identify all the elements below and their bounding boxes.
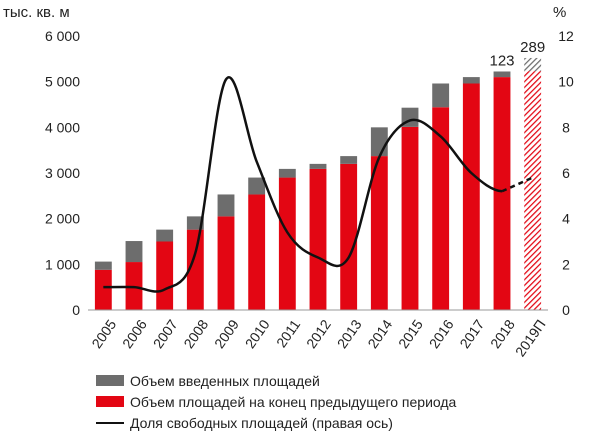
y2-tick-label: 12 [558,28,574,44]
y2-tick-label: 10 [558,74,574,90]
bar-base [524,71,542,310]
bar-base [94,269,112,310]
legend-swatch-line [96,421,124,424]
bar-base [186,229,204,310]
left-axis-unit: тыс. кв. м [3,4,70,21]
y-tick-label: 4 000 [45,119,80,135]
bar-base [432,107,450,311]
vacancy-line [103,76,534,293]
y2-tick-label: 8 [562,119,570,135]
y2-tick-label: 0 [562,302,570,318]
right-axis-ticks: 0 2 4 6 8 10 12 [558,28,574,318]
bar-base [493,77,511,310]
legend-label-base: Объем площадей на конец предыдущего пери… [130,393,457,410]
bar-added [217,194,235,217]
data-label: 123 [489,52,514,69]
data-label: 289 [520,39,545,56]
vacancy-line-forecast [501,176,534,193]
x-tick-label: 2008 [180,316,211,351]
legend: Объем введенных площадей Объем площадей … [96,370,456,433]
x-tick-label: 2009 [211,316,242,351]
left-axis-ticks: 0 1 000 2 000 3 000 4 000 5 000 6 000 [45,28,80,318]
bar-added [432,83,450,108]
x-tick-label: 2006 [119,316,150,351]
bar-added [248,177,266,195]
x-axis-ticks: 2005 2006 2007 2008 2009 2010 2011 2012 2013 2014… [88,316,548,359]
x-tick-label: 2010 [242,316,273,351]
y-tick-label: 2 000 [45,211,80,227]
x-tick-label: 2013 [334,316,365,351]
bar-base [248,194,266,310]
bar-base [217,216,235,310]
x-tick-label: 2015 [395,316,426,351]
chart: тыс. кв. м % 0 1 000 2 000 3 000 4 000 5 000 6… [3,4,574,359]
x-tick-label: 2014 [364,316,395,351]
data-labels: 123 289 [489,39,545,70]
y-tick-label: 6 000 [45,28,80,44]
x-tick-label: 2019П [512,317,549,360]
y-tick-label: 0 [72,302,80,318]
x-tick-label: 2017 [456,316,487,351]
legend-swatch-base [96,396,124,407]
y2-tick-label: 2 [562,256,570,272]
bar-added [493,71,511,78]
y-tick-label: 5 000 [45,74,80,90]
bars [94,57,542,311]
legend-label-line: Доля свободных площадей (правая ось) [130,414,393,431]
bar-base [309,168,327,310]
y-tick-label: 3 000 [45,165,80,181]
bar-base [462,83,480,310]
x-tick-label: 2005 [88,316,119,351]
y2-tick-label: 6 [562,165,570,181]
bar-base [156,241,174,310]
legend-label-added: Объем введенных площадей [130,372,320,389]
bar-added [524,57,542,72]
bar-added [156,229,174,242]
x-tick-label: 2011 [273,316,303,350]
bar-base [370,156,388,310]
x-tick-label: 2007 [150,316,181,351]
legend-item-base: Объем площадей на конец предыдущего пери… [96,391,456,412]
x-tick-label: 2012 [303,316,334,351]
vacancy-line-path [103,76,503,293]
right-axis-unit: % [553,4,566,21]
x-tick-label: 2016 [426,316,457,351]
bar-added [278,168,296,178]
bar-added [462,77,480,84]
bar-added [370,127,388,157]
x-tick-label: 2018 [487,316,518,351]
bar-base [401,126,419,310]
bar-base [278,177,296,310]
bar-added [340,156,358,164]
y2-tick-label: 4 [562,211,570,227]
bar-base [340,163,358,310]
legend-item-line: Доля свободных площадей (правая ось) [96,412,456,433]
bar-added [94,261,112,270]
legend-swatch-added [96,375,124,386]
bar-added [125,241,143,263]
legend-item-added: Объем введенных площадей [96,370,456,391]
bar-added [309,163,327,169]
y-tick-label: 1 000 [45,256,80,272]
